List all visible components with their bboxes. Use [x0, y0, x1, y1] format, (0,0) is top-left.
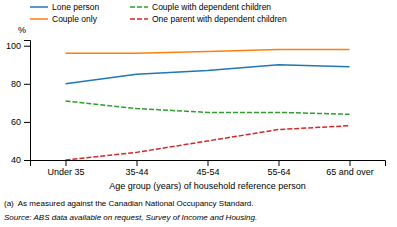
- y-axis: 40 60 80 100: [6, 41, 31, 166]
- y-tick-label: 60: [11, 117, 21, 127]
- y-axis-title: %: [18, 25, 26, 35]
- x-tick-label: 45-54: [196, 167, 219, 177]
- series-line: [66, 50, 350, 54]
- legend-swatch: [130, 18, 148, 20]
- legend-label: Couple only: [52, 14, 98, 24]
- x-tick: 65 and over: [326, 160, 374, 177]
- y-tick-label: 80: [11, 79, 21, 89]
- legend-swatch: [30, 18, 48, 20]
- footnote: (a) As measured against the Canadian Nat…: [4, 199, 253, 208]
- legend-item: One parent with dependent children: [130, 14, 287, 24]
- y-tick-mark: [24, 160, 30, 161]
- legend-item: Couple with dependent children: [130, 2, 271, 12]
- x-tick-label: Under 35: [47, 167, 84, 177]
- series-line: [66, 101, 350, 114]
- x-tick: 55-64: [267, 160, 290, 177]
- legend-label: Couple with dependent children: [152, 2, 271, 12]
- x-tick-mark: [208, 160, 209, 166]
- legend-label: Lone person: [52, 2, 100, 12]
- series-line: [66, 126, 350, 160]
- x-axis: Under 35 35-44 45-54 55-64 65 and over: [31, 160, 386, 177]
- legend-swatch: [130, 6, 148, 8]
- y-tick-mark: [24, 46, 30, 47]
- y-tick-mark: [24, 122, 30, 123]
- x-tick-mark: [279, 160, 280, 166]
- x-tick-mark: [350, 160, 351, 166]
- x-axis-title: Age group (years) of household reference…: [109, 181, 306, 191]
- x-tick-mark: [66, 160, 67, 166]
- x-tick: 45-54: [196, 160, 219, 177]
- lines: [66, 50, 350, 160]
- x-tick: 35-44: [125, 160, 148, 177]
- legend: Lone person Couple only Couple with depend…: [30, 2, 287, 24]
- legend-label: One parent with dependent children: [152, 14, 287, 24]
- series-line: [66, 65, 350, 84]
- y-tick-mark: [24, 84, 30, 85]
- legend-item: Lone person: [30, 2, 100, 12]
- chart: Under 35 35-44 45-54 55-64 65 and over 40 60 80…: [0, 0, 397, 227]
- x-tick-label: 35-44: [125, 167, 148, 177]
- x-tick-label: 65 and over: [326, 167, 374, 177]
- x-tick-mark: [137, 160, 138, 166]
- y-tick-label: 40: [11, 155, 21, 165]
- legend-item: Couple only: [30, 14, 98, 24]
- y-tick: 40: [11, 155, 30, 165]
- y-tick: 80: [11, 79, 30, 89]
- y-tick: 100: [6, 41, 30, 51]
- source-note: Source: ABS data available on request, S…: [4, 213, 257, 222]
- x-tick: Under 35: [47, 160, 84, 177]
- y-axis-line: [24, 41, 31, 161]
- x-axis-line: [31, 161, 386, 167]
- y-tick-label: 100: [6, 41, 21, 51]
- legend-swatch: [30, 6, 48, 8]
- y-tick: 60: [11, 117, 30, 127]
- x-tick-label: 55-64: [267, 167, 290, 177]
